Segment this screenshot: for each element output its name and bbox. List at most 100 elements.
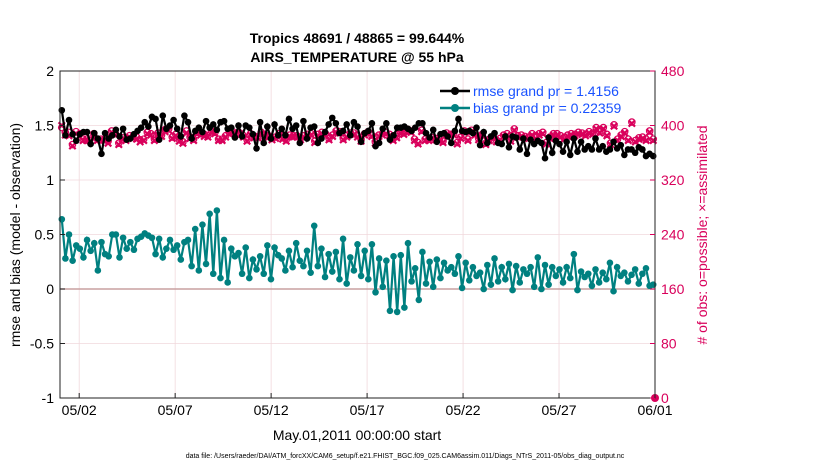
bias-point (310, 222, 318, 230)
plot-series (57, 106, 659, 402)
rmse-point (209, 121, 217, 128)
y-left-tick-label: 1.5 (35, 118, 55, 134)
bias-point (494, 278, 502, 285)
rmse-point (419, 120, 426, 127)
rmse-point (184, 118, 192, 126)
bias-point (249, 256, 257, 263)
x-tick-label: 05/07 (158, 402, 193, 418)
bias-point (285, 247, 293, 255)
bias-point (282, 267, 289, 274)
x-tick-label: 05/27 (542, 402, 577, 418)
obs-assimilated-point (68, 141, 77, 150)
bias-point (437, 274, 444, 282)
bias-point (346, 254, 354, 261)
rmse-point (314, 139, 322, 147)
bias-point (177, 256, 185, 263)
rmse-point (639, 146, 646, 153)
bias-point (397, 251, 405, 259)
rmse-point (267, 135, 275, 142)
y-right-tick-label: 480 (661, 63, 685, 79)
rmse-point (520, 135, 527, 142)
rmse-point (469, 129, 477, 137)
obs-possible-point (645, 127, 654, 135)
bias-point (552, 272, 560, 280)
rmse-point (278, 125, 286, 133)
bias-point (253, 266, 260, 273)
rmse-point (90, 129, 98, 137)
rmse-point (577, 138, 585, 146)
rmse-point (159, 112, 167, 119)
rmse-point (566, 151, 574, 159)
rmse-point (65, 116, 73, 124)
bias-point (170, 246, 177, 254)
y-right-tick-label: 0 (661, 390, 669, 406)
bias-point (393, 308, 401, 316)
bias-point (401, 304, 408, 311)
bias-point (90, 239, 98, 247)
rmse-point (300, 117, 307, 125)
bias-point (411, 264, 419, 272)
bias-point (375, 255, 383, 262)
rmse-point (346, 132, 354, 139)
x-tick-label: 05/12 (254, 402, 289, 418)
bias-point (264, 242, 271, 249)
bias-point (318, 245, 325, 252)
bias-point (635, 280, 643, 287)
rmse-point (574, 148, 581, 155)
rmse-point (108, 132, 116, 139)
rmse-point (599, 142, 607, 150)
bias-point (556, 266, 563, 273)
rmse-point (559, 148, 567, 155)
bias-point (447, 263, 455, 271)
bias-point (307, 269, 314, 276)
bias-point (224, 279, 231, 286)
bias-point (163, 245, 170, 252)
bias-point (256, 252, 264, 260)
x-tick-label: 05/17 (350, 402, 385, 418)
bias-point (213, 207, 221, 214)
rmse-point (354, 123, 361, 130)
bias-point (523, 270, 531, 278)
bias-point (191, 225, 199, 233)
rmse-point (58, 106, 66, 114)
obs-assimilated-point (114, 140, 123, 149)
rmse-point (328, 114, 336, 122)
obs-assimilated-point (645, 128, 654, 137)
bias-point (166, 236, 174, 244)
bias-point (127, 238, 134, 246)
bias-point (624, 278, 632, 285)
rmse-point (246, 124, 253, 131)
bias-point (184, 236, 192, 244)
obs-possible-point (114, 139, 123, 148)
obs-assimilated-point (538, 129, 547, 138)
rmse-point (303, 135, 311, 142)
bias-point (220, 236, 228, 244)
bias-point (235, 249, 242, 257)
obs-possible-point (414, 138, 422, 147)
rmse-point (498, 140, 506, 148)
bias-point (76, 245, 84, 252)
bias-point (538, 285, 545, 293)
bias-point (365, 275, 372, 283)
y-axis-right-label: # of obs: o=possible; ×=assimilated (694, 125, 710, 344)
bias-point (642, 264, 650, 272)
rmse-point (296, 139, 304, 147)
bias-series (58, 207, 657, 316)
rmse-point (545, 134, 552, 141)
obs-assimilated-point (627, 119, 636, 128)
rmse-point (213, 126, 221, 134)
bias-point (462, 259, 469, 267)
y-left-tick-label: 1 (46, 172, 54, 188)
obs-assimilated-point (456, 134, 465, 143)
rmse-point (365, 127, 372, 135)
bias-point (639, 270, 646, 278)
bias-point (505, 260, 513, 268)
rmse-point (411, 124, 419, 131)
obs-possible-point (574, 128, 583, 137)
bias-point (390, 252, 397, 260)
bias-point (520, 266, 527, 273)
bias-point (465, 276, 473, 284)
bias-point (130, 246, 138, 254)
rmse-point (480, 128, 488, 136)
rmse-point (264, 123, 271, 130)
